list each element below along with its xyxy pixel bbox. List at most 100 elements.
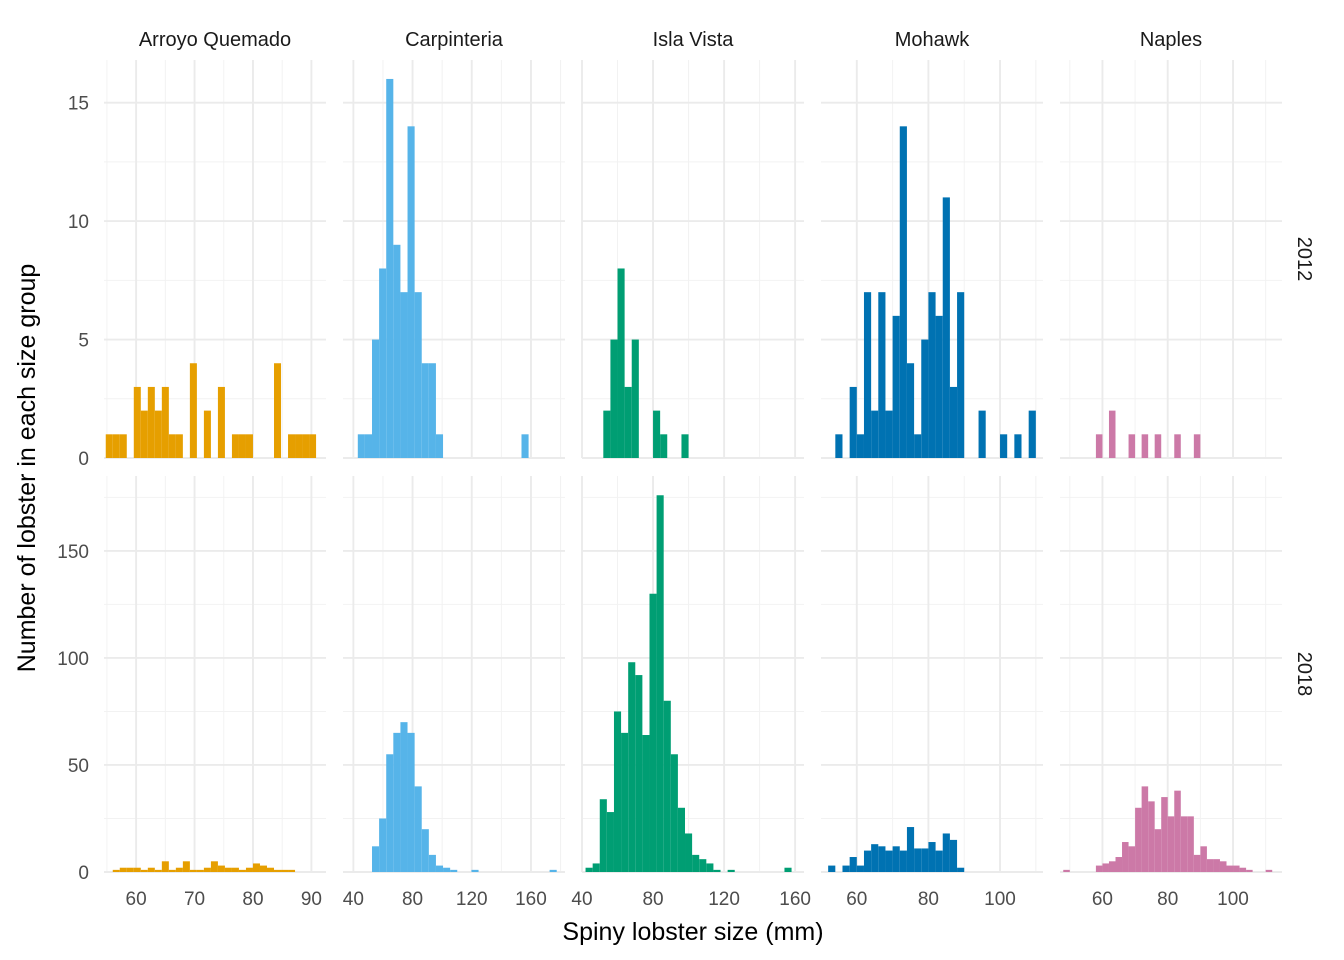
bar-arroyo-quemado-2018 [161, 861, 169, 872]
x-tick-label-isla-vista: 160 [779, 889, 811, 910]
x-tick-label-naples: 60 [1092, 889, 1113, 910]
x-tick-label-arroyo-quemado: 90 [301, 889, 322, 910]
bar-mohawk-2018 [828, 865, 836, 872]
bar-mohawk-2012 [928, 292, 936, 458]
bar-isla-vista-2018 [685, 833, 693, 872]
bar-mohawk-2012 [957, 292, 965, 458]
bar-naples-2012 [1154, 434, 1162, 458]
bar-mohawk-2018 [842, 865, 850, 872]
bar-carpinteria-2018 [407, 732, 415, 872]
bar-mohawk-2012 [878, 292, 886, 458]
bar-carpinteria-2012 [414, 292, 422, 458]
bar-arroyo-quemado-2018 [168, 869, 176, 872]
strip-label-mohawk: Mohawk [895, 29, 970, 51]
bar-arroyo-quemado-2018 [140, 869, 148, 872]
bar-mohawk-2012 [942, 197, 950, 458]
bar-naples-2018 [1233, 865, 1240, 872]
x-tick-label-mohawk: 60 [846, 889, 867, 910]
bar-mohawk-2012 [835, 434, 843, 458]
bar-mohawk-2018 [885, 850, 893, 872]
bar-mohawk-2018 [863, 850, 872, 872]
bar-arroyo-quemado-2012 [147, 386, 155, 458]
bar-isla-vista-2018 [670, 754, 678, 872]
bar-arroyo-quemado-2012 [154, 410, 162, 458]
bar-arroyo-quemado-2018 [203, 867, 211, 872]
y-tick-label-2018: 50 [68, 756, 89, 777]
bar-mohawk-2018 [892, 846, 900, 872]
bar-isla-vista-2018 [635, 675, 643, 872]
bar-mohawk-2018 [914, 848, 922, 872]
bar-naples-2018 [1128, 846, 1136, 872]
bar-arroyo-quemado-2018 [147, 867, 155, 872]
bar-arroyo-quemado-2018 [210, 861, 218, 872]
bar-arroyo-quemado-2018 [189, 869, 197, 872]
bar-isla-vista-2018 [621, 732, 629, 872]
bar-naples-2018 [1193, 854, 1201, 872]
bar-mohawk-2012 [978, 410, 986, 458]
bar-arroyo-quemado-2018 [217, 865, 225, 872]
bar-mohawk-2012 [892, 315, 900, 458]
bar-isla-vista-2018 [606, 812, 614, 872]
bar-naples-2018 [1174, 790, 1181, 872]
bar-arroyo-quemado-2018 [281, 869, 289, 872]
x-tick-label-isla-vista: 80 [642, 889, 663, 910]
bar-isla-vista-2012 [610, 339, 618, 458]
bar-isla-vista-2018 [784, 867, 792, 872]
bar-isla-vista-2018 [628, 662, 636, 872]
bar-isla-vista-2018 [613, 711, 622, 872]
bar-arroyo-quemado-2012 [238, 434, 246, 458]
bar-isla-vista-2018 [642, 735, 650, 872]
bar-carpinteria-2018 [450, 869, 458, 872]
bar-carpinteria-2012 [357, 434, 365, 458]
bar-carpinteria-2018 [414, 786, 422, 872]
bar-arroyo-quemado-2012 [288, 434, 296, 458]
y-tick-label-2012: 10 [68, 212, 89, 233]
bar-naples-2018 [1135, 807, 1142, 872]
bar-mohawk-2012 [863, 292, 872, 458]
bar-carpinteria-2012 [393, 244, 401, 458]
bar-mohawk-2018 [949, 839, 958, 872]
bar-isla-vista-2018 [677, 807, 685, 872]
bar-carpinteria-2012 [428, 363, 436, 458]
bar-naples-2018 [1213, 859, 1220, 872]
strip-label-naples: Naples [1140, 29, 1202, 51]
bar-arroyo-quemado-2012 [119, 434, 127, 458]
bar-isla-vista-2018 [727, 869, 735, 872]
strip-label-arroyo-quemado: Arroyo Quemado [139, 29, 291, 51]
bar-mohawk-2012 [1000, 434, 1008, 458]
bar-isla-vista-2012 [653, 410, 661, 458]
y-tick-label-2012: 0 [78, 449, 89, 470]
y-tick-label-2018: 100 [57, 649, 89, 670]
x-tick-label-arroyo-quemado: 70 [184, 889, 205, 910]
x-tick-label-arroyo-quemado: 80 [242, 889, 263, 910]
bar-carpinteria-2018 [428, 854, 436, 872]
bar-naples-2018 [1180, 816, 1188, 872]
bar-carpinteria-2018 [379, 818, 387, 872]
bar-mohawk-2012 [921, 339, 929, 458]
bar-arroyo-quemado-2012 [231, 434, 239, 458]
bar-arroyo-quemado-2018 [245, 867, 253, 872]
bar-mohawk-2018 [928, 842, 936, 872]
bar-naples-2012 [1193, 434, 1201, 458]
x-axis-title: Spiny lobster size (mm) [562, 918, 823, 946]
bar-naples-2018 [1122, 842, 1129, 872]
bar-arroyo-quemado-2018 [288, 869, 296, 872]
bar-arroyo-quemado-2012 [112, 434, 120, 458]
bar-arroyo-quemado-2018 [154, 869, 162, 872]
bar-isla-vista-2018 [663, 700, 671, 872]
bar-arroyo-quemado-2012 [133, 386, 141, 458]
bar-mohawk-2018 [899, 850, 907, 872]
bar-mohawk-2018 [906, 827, 915, 872]
bar-carpinteria-2012 [386, 78, 394, 458]
bar-naples-2018 [1102, 863, 1109, 872]
bar-arroyo-quemado-2012 [189, 363, 197, 458]
bar-arroyo-quemado-2018 [238, 869, 246, 872]
bar-isla-vista-2018 [656, 495, 664, 872]
strip-label-2012: 2012 [1293, 237, 1315, 282]
bar-naples-2018 [1187, 816, 1194, 872]
bar-carpinteria-2018 [549, 869, 557, 872]
bar-isla-vista-2018 [585, 867, 593, 872]
bar-mohawk-2018 [856, 865, 864, 872]
bar-carpinteria-2018 [372, 846, 380, 872]
bar-isla-vista-2012 [603, 410, 611, 458]
